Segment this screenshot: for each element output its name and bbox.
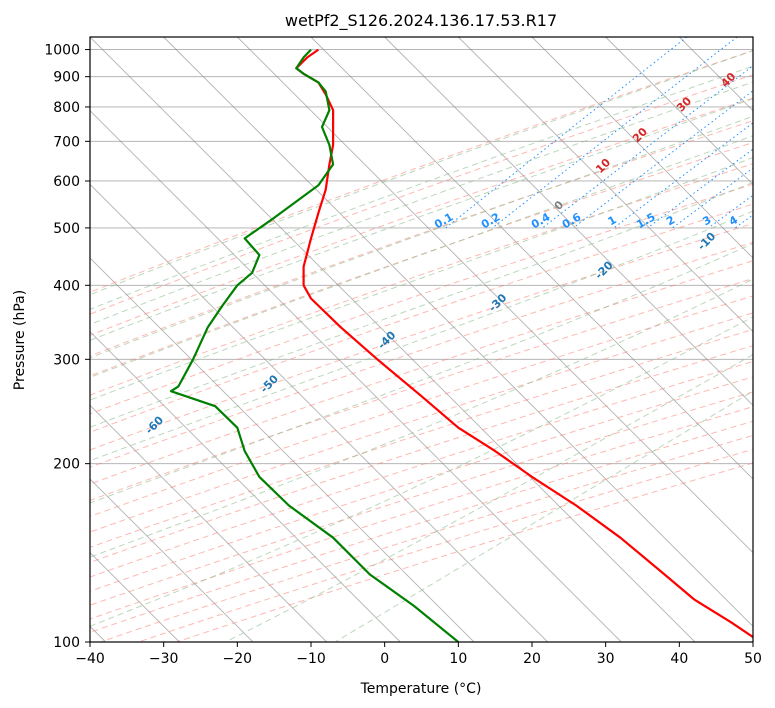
mixing-ratio-label: 2	[664, 213, 677, 228]
isotherm-gridline	[605, 37, 753, 185]
mixing-ratio-line	[492, 37, 738, 229]
isotherm-label: -40	[375, 328, 398, 351]
isotherm-gridline	[237, 37, 753, 554]
y-tick-label: 100	[53, 635, 80, 651]
x-tick-label: −20	[223, 651, 253, 667]
y-tick-label: 400	[53, 278, 80, 294]
dry-adiabat	[90, 50, 753, 293]
y-tick-label: 300	[53, 352, 80, 368]
isotherm-label: -30	[486, 291, 509, 314]
x-tick-label: 40	[670, 651, 688, 667]
isotherm-gridline	[310, 37, 753, 480]
isotherm-gridline	[163, 37, 753, 627]
moist-adiabat	[90, 316, 753, 627]
x-tick-label: 50	[744, 651, 762, 667]
dry-adiabat	[90, 391, 753, 606]
moist-adiabat	[90, 278, 753, 558]
isotherm-label: -20	[592, 258, 615, 281]
dry-adiabat	[90, 97, 753, 336]
y-tick-label: 200	[53, 457, 80, 473]
isotherm-label: -10	[695, 229, 718, 252]
isotherm-gridline	[90, 404, 327, 642]
y-tick-label: 900	[53, 70, 80, 86]
isotherm-gridline	[90, 257, 475, 642]
moist-adiabat	[90, 157, 753, 401]
plot-area	[90, 37, 753, 642]
isotherm-gridline	[679, 37, 753, 112]
dry-adiabat	[90, 278, 753, 501]
y-tick-label: 700	[53, 134, 80, 150]
chart-title: wetPf2_S126.2024.136.17.53.R17	[285, 11, 557, 31]
isotherm-gridline	[384, 37, 753, 406]
isotherm-gridline	[531, 37, 753, 259]
dry-adiabat	[90, 360, 753, 578]
x-tick-label: 20	[523, 651, 541, 667]
moist-adiabat	[90, 81, 753, 325]
moist-adiabat-label: 40	[718, 70, 738, 90]
y-tick-label: 500	[53, 221, 80, 237]
x-axis: −40 −30 −20 −10 0 10 20 30 40 50	[75, 642, 762, 667]
moist-adiabat-label: 20	[630, 125, 650, 145]
x-tick-label: 10	[449, 651, 467, 667]
isotherm-gridline	[90, 478, 254, 642]
moist-adiabat	[90, 115, 753, 359]
isotherm-gridline	[90, 331, 401, 642]
isotherm-gridline	[90, 110, 622, 642]
y-axis: 1000 900 800 700 600 500 400 300 200 100	[44, 43, 90, 651]
y-tick-label: 1000	[44, 43, 80, 59]
x-axis-title: Temperature (°C)	[360, 681, 482, 697]
mixing-ratio-line	[647, 148, 753, 229]
dewpoint-profile	[169, 48, 459, 642]
isotherm-gridline	[752, 37, 753, 38]
x-tick-label: 30	[597, 651, 615, 667]
moist-adiabat	[90, 98, 753, 341]
moist-adiabat	[90, 50, 753, 296]
x-tick-label: −30	[149, 651, 179, 667]
isotherm-label: -50	[258, 372, 281, 395]
x-tick-label: −10	[296, 651, 326, 667]
mixing-ratio-label: 1	[606, 213, 619, 228]
isotherm-gridline	[90, 183, 548, 642]
mixing-ratio-line	[572, 90, 753, 229]
dry-adiabat	[90, 203, 753, 433]
moist-adiabat	[90, 242, 753, 504]
dry-adiabat	[90, 222, 753, 451]
x-tick-label: −40	[75, 651, 105, 667]
mixing-ratio-label: 4	[727, 213, 740, 228]
dry-adiabat	[90, 142, 753, 377]
y-tick-label: 600	[53, 174, 80, 190]
moist-adiabat	[225, 354, 753, 642]
dry-adiabat	[90, 163, 753, 396]
mixing-ratio-line	[672, 167, 753, 229]
isotherm-gridline	[90, 37, 696, 642]
mixing-ratio-line	[734, 214, 753, 229]
moist-adiabat	[90, 181, 753, 428]
y-axis-title: Pressure (hPa)	[12, 290, 28, 390]
plot-frame	[89, 36, 754, 643]
dry-adiabat	[90, 260, 753, 485]
y-tick-label: 800	[53, 100, 80, 116]
dry-adiabat	[90, 420, 753, 633]
moist-adiabat	[90, 65, 753, 310]
mixing-ratio-line	[445, 37, 688, 229]
moist-adiabat-label: 30	[674, 94, 694, 114]
dry-adiabat	[90, 74, 753, 315]
dry-adiabat	[90, 328, 753, 548]
isotherm-gridline	[458, 37, 753, 333]
x-tick-label: 0	[380, 651, 389, 667]
dry-adiabat	[90, 312, 753, 533]
